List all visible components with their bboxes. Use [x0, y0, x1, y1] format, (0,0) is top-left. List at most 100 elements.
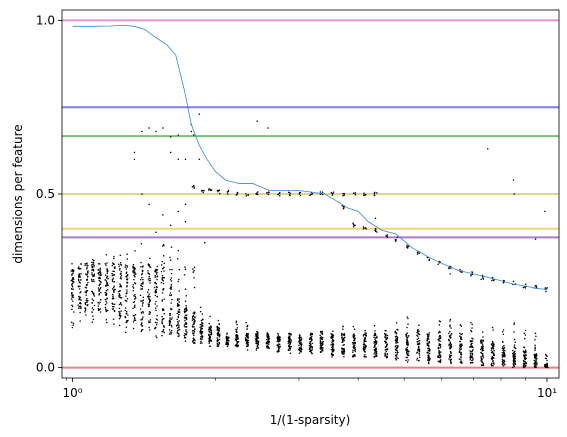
scatter-point — [353, 347, 355, 349]
scatter-point — [210, 326, 212, 329]
scatter-point — [513, 344, 516, 346]
scatter-point — [469, 354, 472, 356]
scatter-point — [374, 351, 376, 354]
scatter-point — [546, 365, 548, 368]
scatter-point — [278, 336, 280, 339]
scatter-point — [534, 366, 536, 368]
scatter-point — [352, 354, 355, 356]
scatter-point — [155, 324, 158, 326]
scatter-point — [79, 311, 81, 314]
scatter-point — [450, 362, 452, 365]
scatter-point — [544, 210, 546, 213]
scatter-point — [176, 298, 179, 300]
scatter-point — [132, 284, 134, 286]
scatter-point — [208, 331, 211, 333]
scatter-point — [111, 272, 113, 275]
scatter-point — [183, 334, 185, 337]
scatter-point — [396, 336, 398, 338]
scatter-point — [161, 315, 163, 318]
scatter-point — [217, 329, 219, 331]
scatter-point — [374, 355, 376, 358]
scatter-point — [364, 329, 366, 332]
scatter-point — [395, 238, 397, 241]
scatter-point — [504, 363, 506, 366]
scatter-point — [386, 334, 389, 337]
scatter-point — [235, 328, 237, 331]
scatter-point — [118, 307, 121, 310]
scatter-point — [124, 315, 126, 318]
scatter-point — [168, 333, 171, 335]
scatter-point — [226, 332, 228, 334]
scatter-point — [277, 193, 279, 196]
scatter-point — [126, 265, 128, 267]
scatter-point — [459, 332, 461, 335]
scatter-point — [119, 312, 121, 315]
scatter-point — [480, 341, 483, 344]
scatter-point — [311, 342, 314, 344]
scatter-point — [142, 296, 145, 298]
scatter-point — [267, 193, 270, 196]
scatter-point — [97, 305, 99, 307]
scatter-point — [148, 203, 150, 206]
scatter-points — [70, 113, 549, 369]
scatter-point — [119, 285, 121, 288]
scatter-point — [417, 340, 420, 342]
scatter-point — [87, 270, 89, 272]
scatter-point — [534, 357, 537, 359]
scatter-point — [91, 266, 93, 269]
scatter-point — [458, 351, 461, 353]
scatter-point — [113, 257, 115, 260]
scatter-point — [127, 319, 129, 322]
x-axis-label: 1/(1-sparsity) — [270, 413, 351, 427]
scatter-point — [124, 266, 127, 268]
scatter-point — [428, 347, 430, 350]
scatter-point — [170, 333, 172, 335]
scatter-point — [99, 301, 101, 304]
scatter-point — [341, 338, 344, 341]
scatter-point — [133, 317, 136, 320]
scatter-point — [440, 336, 442, 338]
scatter-point — [140, 330, 143, 333]
scatter-point — [120, 264, 123, 266]
scatter-point — [185, 322, 187, 324]
scatter-point — [177, 315, 180, 318]
scatter-point — [298, 352, 301, 354]
scatter-point — [491, 350, 494, 353]
scatter-point — [320, 330, 322, 333]
scatter-point — [163, 266, 165, 268]
scatter-point — [140, 266, 142, 268]
scatter-point — [287, 342, 290, 344]
scatter-point — [193, 323, 195, 326]
scatter-point — [184, 268, 187, 271]
scatter-point — [106, 272, 108, 274]
scatter-point — [545, 357, 548, 360]
scatter-point — [438, 354, 440, 357]
scatter-point — [201, 313, 204, 315]
scatter-point — [201, 342, 203, 344]
scatter-point — [169, 313, 171, 315]
scatter-point — [98, 308, 101, 311]
scatter-point — [184, 266, 186, 268]
scatter-point — [354, 347, 356, 349]
scatter-point — [218, 338, 221, 341]
scatter-point — [93, 304, 96, 307]
scatter-point — [308, 348, 311, 351]
scatter-point — [332, 340, 334, 343]
scatter-point — [352, 349, 354, 352]
scatter-point — [534, 346, 536, 348]
scatter-point — [265, 342, 268, 345]
scatter-point — [133, 298, 136, 300]
scatter-point — [191, 325, 194, 327]
scatter-point — [343, 332, 345, 335]
scatter-point — [522, 286, 525, 289]
scatter-point — [491, 344, 493, 346]
scatter-point — [396, 351, 399, 354]
scatter-point — [126, 258, 129, 260]
scatter-point — [266, 336, 269, 339]
scatter-point — [191, 317, 194, 319]
scatter-point — [156, 296, 158, 298]
scatter-point — [417, 348, 420, 351]
scatter-point — [170, 288, 172, 290]
scatter-point — [523, 364, 526, 366]
scatter-point — [362, 345, 365, 348]
